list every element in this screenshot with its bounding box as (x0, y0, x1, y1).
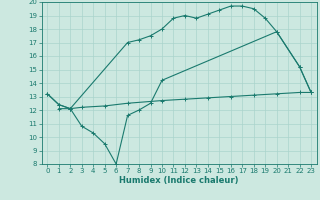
X-axis label: Humidex (Indice chaleur): Humidex (Indice chaleur) (119, 176, 239, 185)
